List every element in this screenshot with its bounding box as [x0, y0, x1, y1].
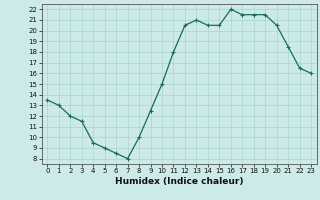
X-axis label: Humidex (Indice chaleur): Humidex (Indice chaleur) — [115, 177, 244, 186]
